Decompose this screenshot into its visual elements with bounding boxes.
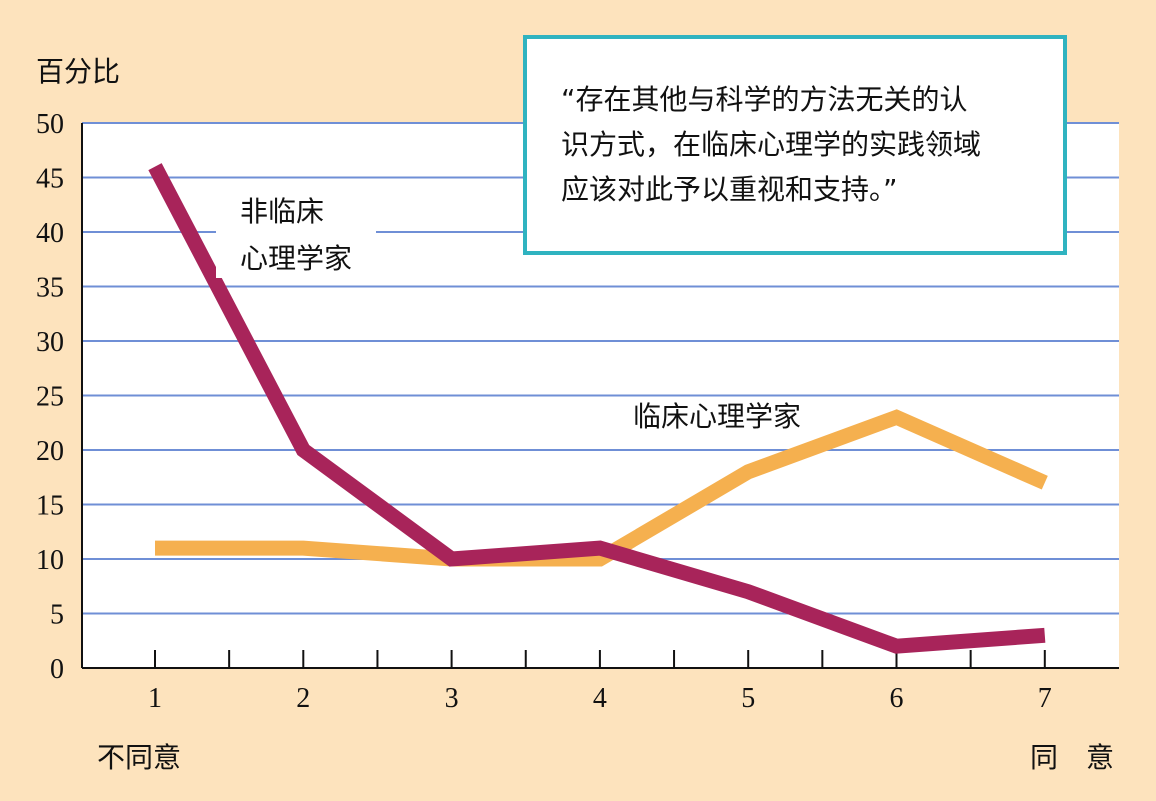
y-tick-label-30: 30: [36, 327, 64, 358]
y-tick-label-35: 35: [36, 273, 64, 304]
quote-line-3: 应该对此予以重视和支持。”: [561, 173, 898, 206]
series-lines: [148, 163, 1048, 654]
x-tick-label-1: 1: [148, 683, 162, 714]
x-tick-label-6: 6: [890, 683, 904, 714]
y-axis-title: 百分比: [36, 55, 120, 88]
x-tick-label-2: 2: [296, 683, 310, 714]
x-right-label: 同 意: [1030, 741, 1114, 774]
y-tick-label-0: 0: [50, 654, 64, 685]
series-line-nonclinical: [148, 163, 1046, 654]
x-tick-label-7: 7: [1038, 683, 1052, 714]
y-tick-label-45: 45: [36, 164, 64, 195]
x-tick-labels: 1 2 3 4 5 6 7: [148, 683, 1052, 714]
x-tick-label-3: 3: [445, 683, 459, 714]
x-tick-label-4: 4: [593, 683, 607, 714]
nonclinical-label-line2: 心理学家: [240, 242, 352, 275]
quote-line-1: “存在其他与科学的方法无关的认: [561, 83, 968, 116]
y-tick-label-25: 25: [36, 382, 64, 413]
y-tick-label-10: 10: [36, 545, 64, 576]
axes: [81, 123, 1119, 669]
x-left-label: 不同意: [97, 741, 181, 774]
y-tick-label-15: 15: [36, 491, 64, 522]
nonclinical-label-line1: 非临床: [240, 195, 324, 228]
quote-box: “存在其他与科学的方法无关的认 识方式，在临床心理学的实践领域 应该对此予以重视…: [523, 35, 1067, 255]
y-tick-label-50: 50: [36, 109, 64, 140]
y-tick-labels: 0 5 10 15 20 25 30 35 40 45 50: [36, 109, 64, 685]
y-tick-label-5: 5: [50, 600, 64, 631]
series-line-clinical: [155, 409, 1048, 567]
clinical-label: 临床心理学家: [633, 400, 801, 433]
nonclinical-label-bg: [216, 188, 376, 278]
y-tick-label-40: 40: [36, 218, 64, 249]
x-tick-label-5: 5: [741, 683, 755, 714]
quote-line-2: 识方式，在临床心理学的实践领域: [561, 128, 982, 161]
y-tick-label-20: 20: [36, 436, 64, 467]
